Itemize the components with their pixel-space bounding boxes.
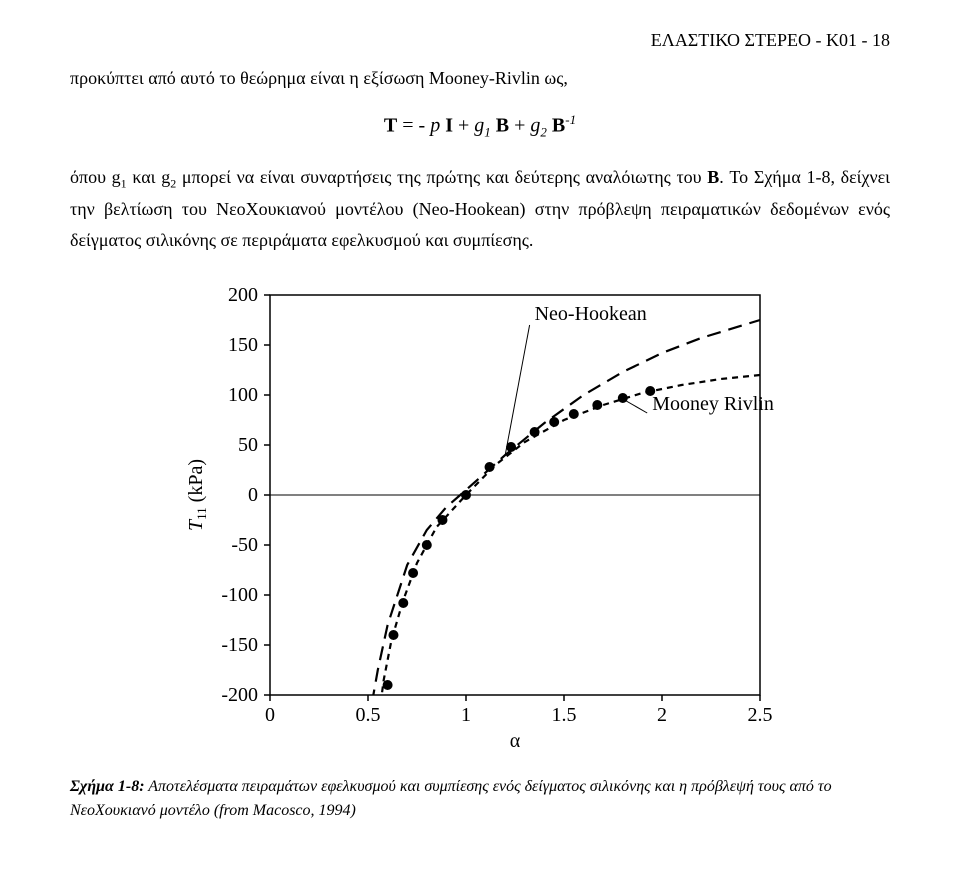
eq-plus2: + (514, 114, 530, 136)
page-header: ΕΛΑΣΤΙΚΟ ΣΤΕΡΕΟ - Κ01 - 18 (70, 30, 890, 51)
paragraph-2: όπου g1 και g2 μπορεί να είναι συναρτήσε… (70, 162, 890, 255)
figure-caption: Σχήμα 1-8: Αποτελέσματα πειραμάτων εφελκ… (70, 775, 890, 823)
p2-a: όπου (70, 167, 112, 187)
p2-g1: g (112, 167, 121, 187)
p2-b: και (127, 167, 162, 187)
svg-text:α: α (510, 730, 521, 752)
svg-text:Mooney Rivlin: Mooney Rivlin (652, 393, 774, 415)
eq-p: p (430, 114, 440, 136)
figure-1-8: -200 -150 -100 -50 0 50 100 150 200 0 0.5 1 1.5 2 2.5 α… (180, 275, 780, 755)
caption-bold: Σχήμα 1-8: (70, 778, 145, 795)
eq-B1: B (496, 114, 514, 136)
chart-svg: -200 -150 -100 -50 0 50 100 150 200 0 0.5 1 1.5 2 2.5 α… (180, 275, 780, 755)
svg-text:0: 0 (248, 484, 258, 506)
svg-text:-200: -200 (221, 684, 258, 706)
svg-text:1: 1 (461, 704, 471, 726)
svg-text:150: 150 (228, 334, 258, 356)
eq-g2: g (530, 114, 540, 136)
svg-text:2.5: 2.5 (748, 704, 773, 726)
p2-c: μπορεί να είναι συναρτήσεις της πρώτης κ… (176, 167, 707, 187)
svg-text:1.5: 1.5 (552, 704, 577, 726)
eq-B2-exp: -1 (565, 112, 576, 127)
svg-text:50: 50 (238, 434, 258, 456)
caption-rest: Αποτελέσματα πειραμάτων εφελκυσμού και σ… (70, 778, 832, 819)
eq-g2-sub: 2 (540, 124, 547, 139)
eq-equals: = (402, 114, 418, 136)
eq-B2: B (552, 114, 565, 136)
page: ΕΛΑΣΤΙΚΟ ΣΤΕΡΕΟ - Κ01 - 18 προκύπτει από… (0, 0, 960, 879)
eq-g1-sub: 1 (484, 124, 491, 139)
p2-B: B (707, 167, 719, 187)
eq-minus: - (419, 114, 431, 136)
eq-T: T (384, 114, 397, 136)
svg-text:-50: -50 (231, 534, 258, 556)
eq-plus1: + (458, 114, 474, 136)
p2-g2: g (161, 167, 170, 187)
paragraph-1: προκύπτει από αυτό το θεώρημα είναι η εξ… (70, 63, 890, 94)
svg-text:100: 100 (228, 384, 258, 406)
eq-I: I (445, 114, 458, 136)
svg-text:0.5: 0.5 (356, 704, 381, 726)
svg-text:0: 0 (265, 704, 275, 726)
svg-text:Neo-Hookean: Neo-Hookean (535, 303, 647, 325)
equation: T = - p I + g1 B + g2 B-1 (70, 112, 890, 141)
svg-text:-100: -100 (221, 584, 258, 606)
svg-text:2: 2 (657, 704, 667, 726)
eq-g1: g (474, 114, 484, 136)
svg-text:T11 (kPa): T11 (kPa) (185, 459, 209, 531)
svg-text:-150: -150 (221, 634, 258, 656)
svg-text:200: 200 (228, 284, 258, 306)
